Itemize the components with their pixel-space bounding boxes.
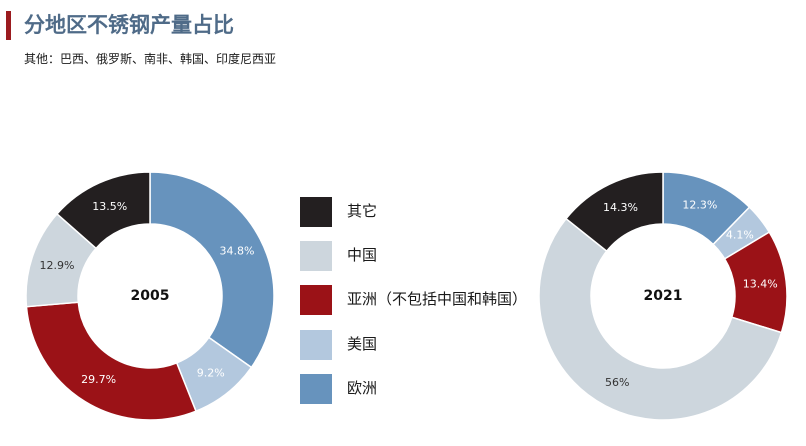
- page-subtitle: 其他：巴西、俄罗斯、南非、韩国、印度尼西亚: [24, 52, 277, 66]
- legend-swatch-usa: [300, 330, 332, 360]
- legend-swatch-other: [300, 197, 332, 227]
- page-title: 分地区不锈钢产量占比: [24, 13, 234, 37]
- data-label: 13.4%: [743, 278, 778, 291]
- data-label: 12.3%: [682, 199, 717, 212]
- donut-slice: [25, 301, 197, 421]
- donut-slice: [564, 171, 664, 253]
- legend-label-asia: 亚洲（不包括中国和韩国）: [347, 290, 528, 308]
- donut-slice: [538, 217, 783, 421]
- legend-swatch-asia: [300, 285, 332, 315]
- legend-label-europe: 欧洲: [347, 379, 378, 397]
- legend-swatch-china: [300, 241, 332, 271]
- donut-slice: [55, 171, 151, 250]
- data-label: 13.5%: [92, 200, 127, 213]
- legend-label-usa: 美国: [347, 335, 378, 353]
- data-label: 34.8%: [220, 244, 255, 257]
- legend-swatch-europe: [300, 374, 332, 404]
- donut-slice: [149, 171, 275, 369]
- legend-label-other: 其它: [347, 202, 378, 220]
- data-label: 9.2%: [197, 366, 225, 379]
- data-label: 12.9%: [39, 259, 74, 272]
- center-year-label: 2021: [644, 288, 683, 304]
- data-label: 4.1%: [726, 229, 754, 242]
- center-year-label: 2005: [131, 288, 170, 304]
- title-accent-bar: [6, 11, 11, 40]
- data-label: 56%: [605, 376, 629, 389]
- data-label: 14.3%: [603, 201, 638, 214]
- legend-label-china: 中国: [347, 246, 378, 264]
- data-label: 29.7%: [81, 373, 116, 386]
